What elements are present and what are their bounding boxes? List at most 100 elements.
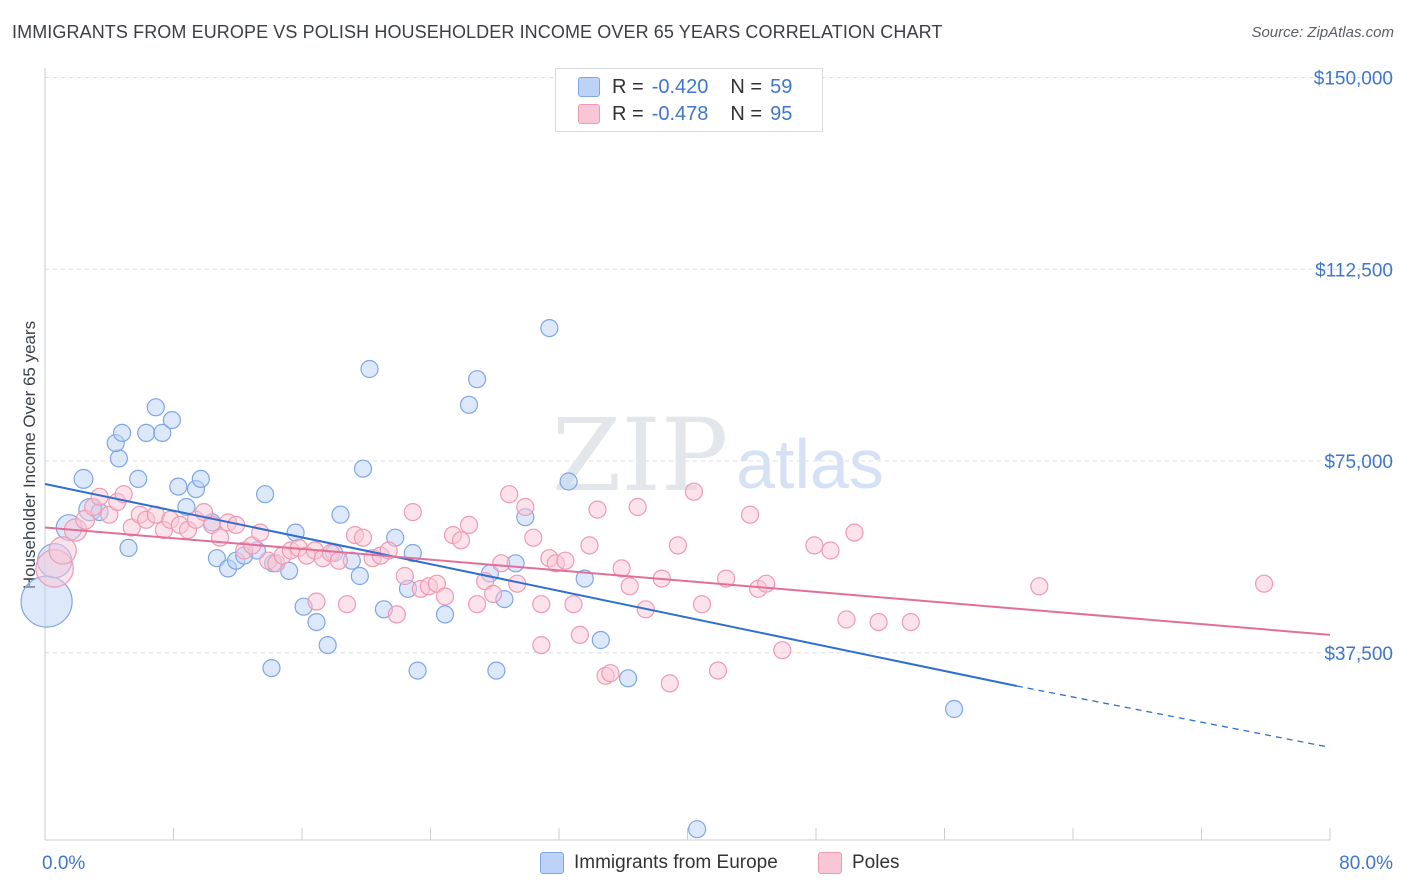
point-poles-56	[500, 485, 519, 504]
legend-row-pink: R = -0.478 N = 95	[578, 102, 792, 126]
point-poles-59	[524, 528, 543, 547]
point-poles-78	[692, 595, 712, 614]
point-europe-15	[169, 477, 188, 496]
x-tick-label-max: 80.0%	[1339, 853, 1393, 874]
point-poles-69	[601, 664, 620, 683]
point-europe-30	[307, 612, 326, 632]
legend-swatch-blue	[578, 77, 600, 97]
legend-r-value: -0.478	[651, 102, 709, 125]
watermark: ZIP atlas	[552, 397, 884, 514]
point-europe-34	[350, 566, 369, 586]
point-europe-20	[207, 549, 226, 568]
y-tick-label-3: $150,000	[1314, 69, 1393, 90]
point-poles-55	[492, 554, 511, 573]
point-europe-36	[360, 359, 379, 379]
point-poles-91	[1030, 577, 1049, 596]
point-europe-55	[687, 820, 707, 839]
point-poles-38	[353, 528, 373, 547]
point-europe-6	[119, 538, 138, 558]
point-poles-9	[122, 518, 141, 537]
point-poles-50	[451, 531, 471, 550]
point-poles-88	[845, 523, 864, 542]
point-europe-28	[286, 523, 305, 542]
y-tick-label-0: $37,500	[1324, 644, 1393, 665]
point-europe-57	[435, 605, 455, 624]
point-poles-86	[821, 541, 840, 560]
tick-labels: $37,500 $75,000 $112,500 $150,000 0.0% 80.0%	[42, 69, 1393, 875]
point-europe-32	[331, 505, 350, 524]
source-label: Source: ZipAtlas.com	[1251, 24, 1394, 41]
watermark-atlas: atlas	[736, 425, 884, 503]
point-europe-14	[162, 411, 181, 430]
point-europe-50	[559, 472, 578, 491]
series-legend-swatch-pink	[818, 852, 842, 874]
trend-line-poles	[44, 526, 1331, 636]
point-poles-8	[114, 485, 133, 504]
legend-r-label: R =	[612, 102, 644, 125]
point-europe-18	[191, 469, 210, 488]
point-europe-53	[618, 669, 638, 688]
point-poles-90	[901, 612, 920, 632]
trend-lines	[44, 483, 1331, 748]
point-europe-4	[73, 468, 94, 489]
point-europe-51	[575, 569, 594, 588]
series-legend-label: Poles	[852, 852, 900, 873]
point-poles-67	[588, 500, 607, 519]
point-poles-85	[805, 536, 824, 555]
point-europe-35	[353, 459, 373, 478]
stats-legend: R = -0.420 N = 59 R = -0.478 N = 95	[555, 68, 823, 132]
legend-swatch-pink	[578, 104, 600, 124]
point-poles-84	[773, 641, 792, 660]
point-poles-44	[403, 502, 422, 522]
point-poles-93	[532, 635, 551, 655]
point-poles-48	[435, 587, 455, 606]
point-poles-92	[1254, 574, 1274, 593]
legend-n-label: N =	[730, 102, 763, 125]
y-tick-label-1: $75,000	[1324, 452, 1393, 473]
point-poles-94	[307, 592, 326, 611]
point-poles-1	[48, 536, 77, 565]
legend-n-value: 59	[770, 75, 793, 98]
point-poles-51	[459, 515, 479, 535]
y-tick-label-2: $112,500	[1315, 260, 1393, 281]
point-europe-25	[256, 485, 275, 504]
series-legend-label: Immigrants from Europe	[574, 852, 778, 873]
series-legend-item-europe: Immigrants from Europe	[540, 852, 778, 874]
point-poles-80	[716, 569, 736, 588]
trend-line-europe	[44, 483, 1017, 687]
grid-lines	[45, 77, 1395, 654]
legend-n-label: N =	[730, 75, 763, 98]
series-legend-item-poles: Poles	[818, 852, 900, 874]
point-europe-56	[944, 699, 964, 719]
point-poles-77	[684, 482, 704, 501]
point-europe-13	[153, 423, 172, 442]
point-poles-83	[757, 574, 776, 593]
point-poles-71	[620, 577, 639, 596]
point-poles-54	[484, 584, 503, 604]
point-europe-43	[468, 370, 487, 389]
point-poles-60	[532, 595, 551, 614]
point-poles-20	[211, 528, 230, 547]
legend-n-value: 95	[770, 102, 793, 125]
point-poles-64	[564, 595, 583, 614]
series-legend: Immigrants from Europe Poles	[0, 852, 1406, 876]
series-poles	[35, 482, 1274, 693]
point-europe-31	[318, 635, 337, 655]
point-poles-35	[329, 551, 348, 570]
point-poles-66	[580, 536, 599, 555]
legend-r-value: -0.420	[651, 75, 709, 98]
point-poles-36	[337, 595, 357, 614]
point-poles-79	[708, 661, 728, 680]
point-poles-72	[628, 497, 647, 517]
point-europe-49	[540, 319, 559, 338]
watermark-zip: ZIP	[552, 397, 728, 514]
series-legend-swatch-blue	[540, 852, 564, 874]
point-europe-41	[408, 661, 427, 680]
point-europe-7	[109, 449, 129, 468]
point-poles-75	[660, 674, 679, 693]
point-poles-65	[570, 625, 590, 645]
point-europe-42	[459, 395, 479, 414]
legend-row-blue: R = -0.420 N = 59	[578, 75, 792, 99]
point-europe-45	[487, 661, 506, 680]
